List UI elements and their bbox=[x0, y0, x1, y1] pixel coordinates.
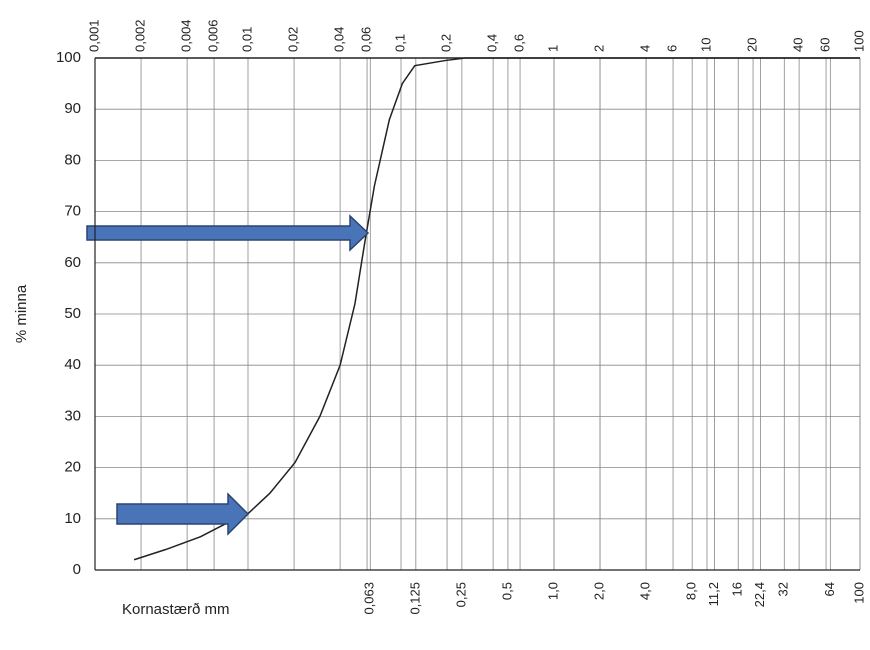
x-tick-label-top: 0,04 bbox=[332, 27, 347, 52]
x-tick-label-bottom: 2,0 bbox=[591, 582, 606, 600]
x-tick-label-bottom: 0,125 bbox=[407, 582, 422, 615]
arrow bbox=[86, 214, 370, 252]
x-tick-label-bottom: 11,2 bbox=[706, 582, 721, 606]
y-tick-label: 100 bbox=[56, 49, 81, 66]
x-tick-label-top: 0,4 bbox=[485, 34, 500, 52]
x-tick-label-top: 0,004 bbox=[179, 19, 194, 52]
y-tick-label: 50 bbox=[64, 305, 81, 322]
x-tick-label-bottom: 22,4 bbox=[752, 582, 767, 607]
x-tick-label-bottom: 8,0 bbox=[684, 582, 699, 600]
x-tick-label-bottom: 64 bbox=[822, 582, 837, 596]
x-tick-label-top: 0,2 bbox=[438, 34, 453, 52]
x-tick-label-top: 40 bbox=[791, 38, 806, 52]
x-tick-label-top: 0,001 bbox=[86, 19, 101, 52]
x-tick-label-top: 1 bbox=[545, 45, 560, 52]
x-tick-label-top: 0,006 bbox=[205, 19, 220, 52]
y-tick-label: 10 bbox=[64, 510, 81, 527]
y-tick-label: 0 bbox=[73, 561, 81, 578]
y-tick-label: 40 bbox=[64, 356, 81, 373]
x-tick-label-top: 0,06 bbox=[358, 27, 373, 52]
x-tick-label-bottom: 4,0 bbox=[638, 582, 653, 600]
y-tick-label: 30 bbox=[64, 407, 81, 424]
x-tick-label-top: 0,1 bbox=[392, 34, 407, 52]
x-tick-label-top: 20 bbox=[744, 38, 759, 52]
arrow bbox=[116, 492, 250, 536]
data-line bbox=[133, 57, 860, 561]
x-tick-label-top: 0,02 bbox=[285, 27, 300, 52]
x-tick-label-top: 100 bbox=[851, 30, 866, 52]
x-tick-label-bottom: 0,5 bbox=[499, 582, 514, 600]
x-tick-label-bottom: 0,25 bbox=[453, 582, 468, 607]
x-tick-label-bottom: 0,063 bbox=[362, 582, 377, 615]
x-tick-label-bottom: 100 bbox=[851, 582, 866, 604]
y-tick-label: 90 bbox=[64, 100, 81, 117]
x-tick-label-top: 6 bbox=[664, 45, 679, 52]
x-tick-label-top: 60 bbox=[817, 38, 832, 52]
x-axis-label: Kornastærð mm bbox=[122, 601, 230, 618]
y-axis-label: % minna bbox=[13, 284, 30, 343]
x-tick-label-bottom: 32 bbox=[776, 582, 791, 596]
y-tick-label: 60 bbox=[64, 254, 81, 271]
marks bbox=[133, 57, 860, 561]
y-tick-label: 70 bbox=[64, 203, 81, 220]
x-tick-label-top: 2 bbox=[591, 45, 606, 52]
x-tick-label-top: 10 bbox=[698, 38, 713, 52]
x-tick-label-top: 0,6 bbox=[511, 34, 526, 52]
x-tick-label-top: 0,002 bbox=[132, 19, 147, 52]
x-tick-label-bottom: 16 bbox=[730, 582, 745, 596]
y-tick-label: 20 bbox=[64, 459, 81, 476]
x-tick-label-top: 4 bbox=[638, 45, 653, 52]
x-tick-label-top: 0,01 bbox=[239, 27, 254, 52]
x-tick-label-bottom: 1,0 bbox=[545, 582, 560, 600]
y-tick-label: 80 bbox=[64, 151, 81, 168]
